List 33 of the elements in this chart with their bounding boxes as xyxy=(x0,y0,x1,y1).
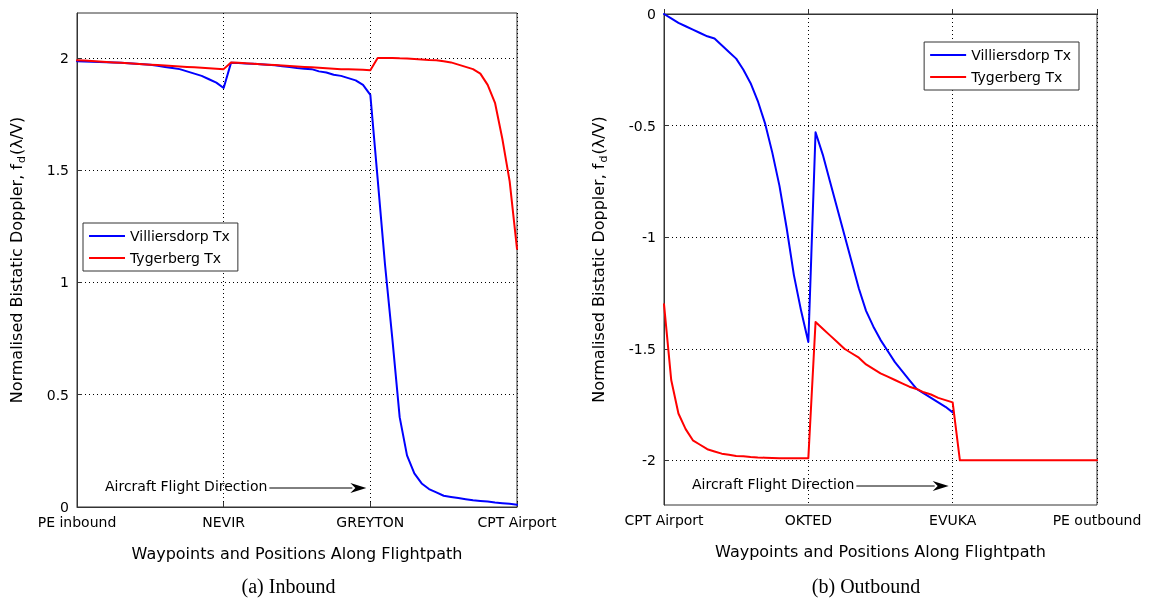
x-axis-title: Waypoints and Positions Along Flightpath xyxy=(131,543,463,563)
x-tick-label: NEVIR xyxy=(202,514,246,530)
y-axis-title: Normalised Bistatic Doppler, fd(λ/V) xyxy=(588,116,610,403)
x-tick-label: EVUKA xyxy=(929,512,977,528)
text: (b) Outbound xyxy=(811,575,921,598)
legend-label: Villiersdorp Tx xyxy=(130,228,230,244)
y-tick-label: -2 xyxy=(642,452,656,469)
annotation: Aircraft Flight Direction xyxy=(105,478,268,494)
x-tick-label: PE inbound xyxy=(37,514,117,530)
y-tick-label: 1 xyxy=(60,274,69,291)
x-tick-label: CPT Airport xyxy=(624,512,705,528)
legend-label: Tygerberg Tx xyxy=(129,250,222,266)
y-tick-label: 0 xyxy=(60,499,69,515)
x-tick-label: PE outbound xyxy=(1052,512,1142,528)
y-axis-title: Normalised Bistatic Doppler, fd(λ/V) xyxy=(6,116,28,404)
line-series xyxy=(663,13,954,414)
x-tick-label: CPT Airport xyxy=(477,514,558,530)
x-tick-label: OKTED xyxy=(784,512,832,528)
y-tick-label: 1.5 xyxy=(46,162,69,179)
y-tick-label: 0.5 xyxy=(46,386,69,403)
y-tick-label: 2 xyxy=(60,49,69,66)
y-tick-label: 0 xyxy=(647,6,656,22)
line-series xyxy=(76,56,518,250)
annotation: Aircraft Flight Direction xyxy=(692,476,855,492)
x-tick-label: GREYTON xyxy=(336,514,405,530)
legend-label: Villiersdorp Tx xyxy=(971,47,1071,63)
x-axis-title: Waypoints and Positions Along Flightpath xyxy=(715,541,1046,561)
y-tick-label: -0.5 xyxy=(628,117,656,134)
y-tick-label: -1.5 xyxy=(628,340,656,357)
text: (a) Inbound xyxy=(241,575,336,598)
legend-label: Tygerberg Tx xyxy=(970,69,1063,85)
y-tick-label: -1 xyxy=(642,229,656,246)
line-series xyxy=(663,303,1098,462)
